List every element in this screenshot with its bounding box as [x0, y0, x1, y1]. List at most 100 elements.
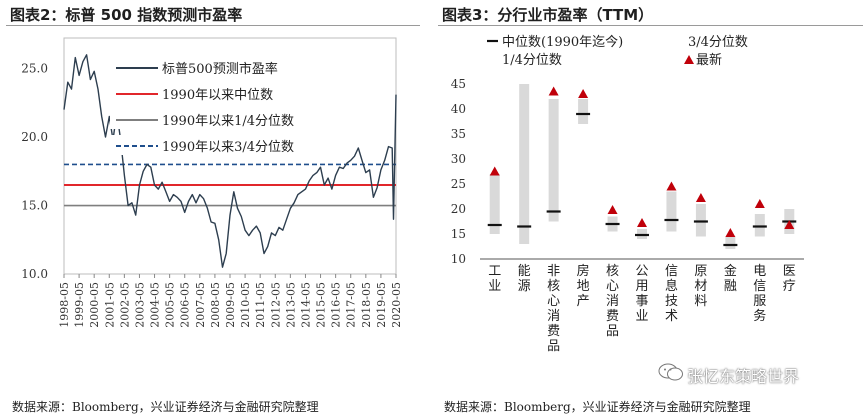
right-chart-title: 图表3：分行业市盈率（TTM）	[442, 6, 654, 24]
category-label-5-char-0: 公	[635, 264, 648, 279]
category-label-0-char-1: 业	[488, 279, 501, 294]
range-bar-0	[489, 174, 500, 234]
category-label-2-char-2: 心	[547, 294, 560, 309]
category-label-4-char-0: 核	[606, 264, 619, 279]
legend-pe-bg	[110, 57, 330, 77]
category-label-3-char-0: 房	[577, 263, 590, 279]
wechat-icon	[658, 363, 683, 381]
legend-latest-label: 最新	[696, 52, 722, 68]
latest-marker-8	[725, 228, 736, 237]
range-bar-9	[754, 214, 765, 237]
category-label-7-char-2: 料	[694, 294, 707, 309]
category-label-1-char-1: 源	[518, 279, 531, 294]
x-tick-label-13: 2011-05	[254, 282, 267, 328]
x-tick-label-19: 2017-05	[345, 282, 358, 328]
y-tick-label-4: 25	[451, 177, 466, 191]
category-label-9-char-2: 服	[753, 294, 766, 309]
x-tick-label-1: 1999-05	[73, 282, 86, 328]
y-tick-label-3: 10.0	[21, 267, 48, 281]
y-tick-label-7: 10	[451, 252, 466, 266]
latest-marker-2	[548, 86, 559, 96]
category-label-4-char-4: 品	[606, 324, 619, 339]
category-label-8-char-1: 融	[724, 279, 737, 294]
category-label-6-char-0: 信	[665, 264, 678, 279]
legend-median-bg	[110, 83, 330, 103]
y-tick-label-5: 20	[451, 202, 466, 216]
x-tick-label-0: 1998-05	[58, 282, 71, 328]
category-label-10-char-1: 疗	[783, 279, 796, 294]
latest-marker-9	[754, 199, 765, 208]
x-tick-label-17: 2015-05	[315, 282, 328, 328]
y-tick-label-1: 20.0	[21, 130, 48, 144]
latest-marker-10	[784, 220, 795, 229]
category-label-6-char-1: 息	[665, 278, 678, 294]
sector-pe-chart: 4540353025201510工业能源非核心消费品房地产核心消费品公用事业信息…	[451, 34, 804, 354]
x-tick-label-7: 2005-05	[164, 282, 177, 328]
x-tick-label-14: 2012-05	[269, 282, 282, 328]
x-tick-label-3: 2001-05	[103, 282, 116, 328]
legend-q3-label: 3/4分位数	[688, 35, 748, 50]
category-label-1-char-0: 能	[518, 264, 531, 279]
category-label-4-char-2: 消	[606, 294, 619, 309]
category-label-3-char-1: 地	[577, 279, 590, 294]
y-tick-label-1: 40	[451, 102, 466, 116]
category-label-2-char-5: 品	[547, 339, 560, 354]
x-tick-label-15: 2013-05	[284, 282, 297, 328]
x-tick-label-21: 2019-05	[375, 282, 388, 328]
legend-q1-label: 1990年以来1/4分位数	[162, 114, 294, 129]
right-source-note: 数据来源：Bloomberg，兴业证券经济与金融研究院整理	[444, 400, 751, 414]
category-label-4-char-3: 费	[606, 309, 619, 324]
latest-marker-3	[578, 89, 589, 98]
watermark-text: 张忆东策略世界	[687, 367, 800, 386]
x-tick-label-12: 2010-05	[239, 282, 252, 328]
category-label-0-char-0: 工	[488, 264, 501, 279]
x-tick-label-5: 2003-05	[133, 282, 146, 328]
category-label-5-char-3: 业	[635, 309, 648, 324]
legend-q3-label: 1990年以来3/4分位数	[162, 140, 294, 155]
y-tick-label-0: 45	[451, 77, 466, 91]
category-label-7-char-0: 原	[694, 264, 707, 279]
range-bar-8	[725, 236, 736, 249]
legend-q1-label: 1/4分位数	[502, 53, 562, 68]
legend-q1-bg	[110, 109, 330, 129]
left-title-rule	[6, 25, 420, 26]
category-label-9-char-0: 电	[753, 264, 766, 279]
latest-marker-5	[637, 218, 647, 227]
x-tick-label-6: 2004-05	[149, 282, 162, 328]
legend-pe-label: 标普500预测市盈率	[162, 61, 278, 77]
category-label-9-char-1: 信	[753, 279, 766, 294]
range-bar-3	[578, 99, 589, 124]
x-tick-label-8: 2006-05	[179, 282, 192, 328]
category-label-6-char-3: 术	[665, 309, 678, 324]
left-source-note: 数据来源：Bloomberg，兴业证券经济与金融研究院整理	[12, 400, 319, 414]
legend-median-label: 中位数(1990年迄今)	[502, 34, 623, 50]
category-label-10-char-0: 医	[783, 264, 796, 279]
x-tick-label-22: 2020-05	[390, 282, 403, 328]
range-bar-2	[548, 99, 559, 222]
range-bar-7	[695, 204, 706, 237]
latest-marker-6	[666, 181, 677, 191]
category-label-2-char-4: 费	[547, 324, 560, 339]
x-tick-label-2: 2000-05	[88, 282, 101, 328]
sector-pe-panel: 图表3：分行业市盈率（TTM） 45 40 35 30 25 20 15 10 工业能源非核心消…	[432, 0, 867, 414]
category-label-5-char-2: 事	[635, 294, 648, 309]
x-tick-label-20: 2018-05	[360, 282, 373, 328]
y-tick-label-2: 15.0	[21, 199, 48, 213]
left-chart-title: 图表2：标普 500 指数预测市盈率	[10, 6, 243, 24]
latest-marker-7	[695, 193, 706, 202]
sp500-pe-panel: 图表2：标普 500 指数预测市盈率 25.0 20.0 15.0 10.0 1998-…	[0, 0, 424, 414]
x-tick-label-11: 2009-05	[224, 282, 237, 328]
legend-q3-bg	[110, 135, 330, 155]
latest-marker-0	[489, 166, 500, 176]
x-tick-label-4: 2002-05	[118, 282, 131, 328]
x-tick-label-18: 2016-05	[330, 282, 343, 328]
x-tick-label-10: 2008-05	[209, 282, 222, 328]
y-tick-label-2: 35	[451, 127, 466, 141]
category-label-2-char-3: 消	[547, 309, 560, 324]
y-tick-label-3: 30	[451, 152, 466, 166]
legend-latest-swatch	[684, 55, 694, 64]
range-bar-6	[666, 191, 677, 232]
category-label-7-char-1: 材	[694, 279, 707, 294]
y-tick-label-6: 15	[451, 227, 466, 241]
